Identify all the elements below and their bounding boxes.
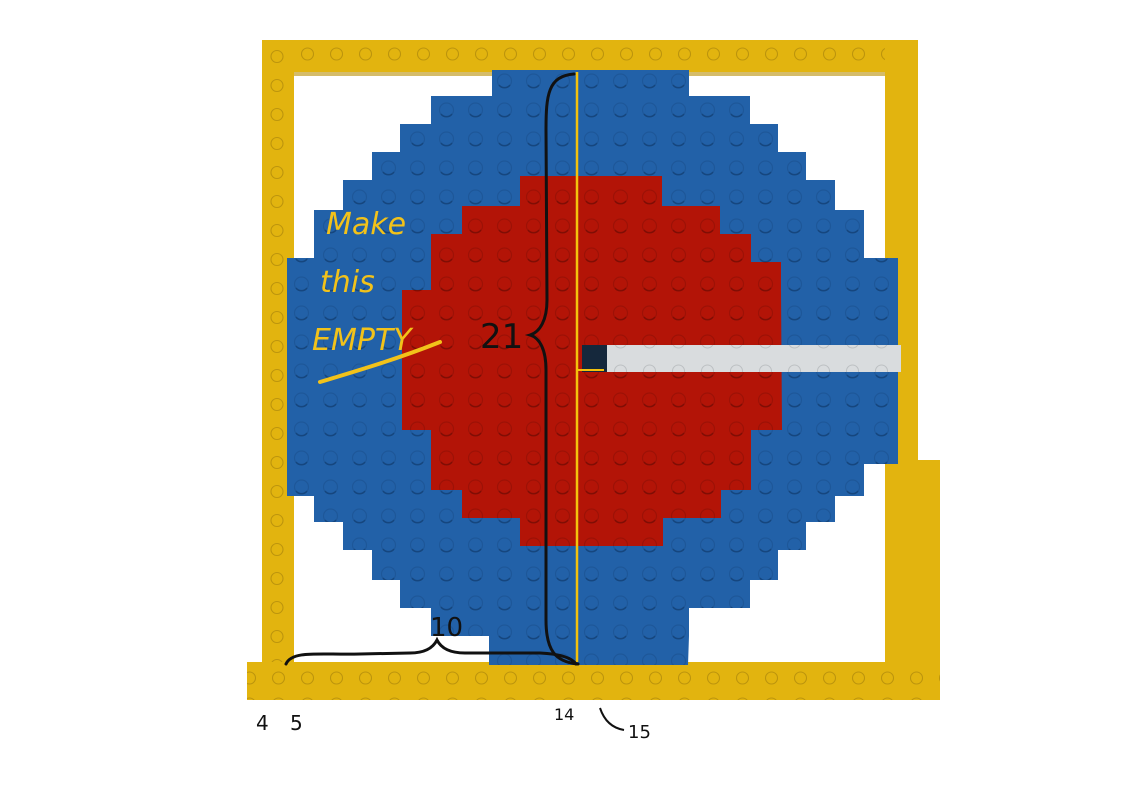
height-label: 21 (480, 317, 523, 357)
height-brace (524, 72, 580, 666)
frame-top-studs (262, 40, 918, 72)
col-label-5: 5 (290, 711, 303, 735)
grey-slot (582, 345, 901, 372)
col-label-15: 15 (628, 722, 651, 743)
frame-bottom-studs (247, 662, 940, 700)
note-line-2: this (320, 265, 375, 300)
slot-studs (605, 345, 901, 372)
width-label: 10 (430, 613, 463, 643)
col-label-14: 14 (554, 705, 574, 724)
slot-end-block (582, 345, 607, 372)
frame-right-lower (905, 460, 940, 700)
note-line-1: Make (326, 207, 406, 242)
empty-note: Make this EMPTY (312, 207, 442, 384)
col-label-4: 4 (256, 711, 269, 735)
note-underline (318, 340, 442, 384)
col-15-pointer (599, 707, 625, 731)
note-line-3: EMPTY (312, 323, 414, 358)
width-brace (284, 636, 578, 666)
